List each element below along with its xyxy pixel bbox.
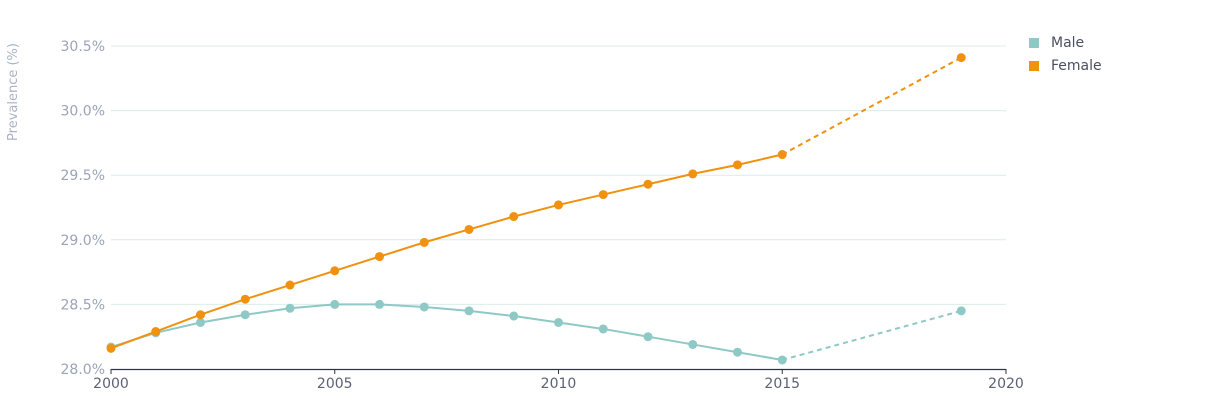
- x-tick-label: 2020: [988, 376, 1024, 392]
- data-point[interactable]: [777, 355, 787, 365]
- legend-item-male[interactable]: Male: [1029, 35, 1084, 51]
- y-tick-label: 28.5%: [61, 297, 105, 313]
- y-tick-label: 29.0%: [61, 233, 105, 249]
- series-female: [106, 53, 966, 353]
- data-point[interactable]: [554, 317, 563, 327]
- legend-item-female[interactable]: Female: [1029, 58, 1102, 74]
- data-point[interactable]: [688, 339, 698, 349]
- data-point-projected[interactable]: [956, 306, 966, 316]
- legend-swatch: [1029, 38, 1039, 48]
- data-point[interactable]: [509, 212, 519, 222]
- series-line-solid: [110, 153, 784, 350]
- series-lines: [106, 53, 966, 365]
- legend[interactable]: Male Female: [1029, 35, 1102, 74]
- legend-label: Male: [1051, 35, 1084, 51]
- data-point[interactable]: [106, 343, 116, 353]
- data-point[interactable]: [285, 303, 295, 313]
- data-point[interactable]: [464, 224, 474, 234]
- data-point[interactable]: [554, 200, 563, 210]
- data-point[interactable]: [151, 327, 161, 337]
- data-point[interactable]: [419, 302, 429, 312]
- x-tick-label: 2015: [764, 376, 800, 392]
- data-point[interactable]: [419, 237, 429, 247]
- data-point[interactable]: [733, 347, 742, 357]
- y-tick-label: 28.0%: [61, 362, 105, 378]
- data-point[interactable]: [777, 150, 787, 160]
- grid-lines: [111, 45, 1006, 305]
- data-point[interactable]: [285, 280, 295, 290]
- data-point-projected[interactable]: [956, 53, 966, 63]
- legend-label: Female: [1051, 58, 1102, 74]
- data-point[interactable]: [240, 294, 250, 304]
- y-tick-label: 29.5%: [61, 168, 105, 184]
- y-tick-label: 30.0%: [61, 104, 105, 120]
- data-point[interactable]: [330, 299, 340, 309]
- x-axis: [110, 368, 1007, 374]
- data-point[interactable]: [196, 310, 205, 320]
- y-tick-label: 30.5%: [61, 39, 105, 55]
- x-tick-label: 2000: [93, 376, 129, 392]
- data-point[interactable]: [598, 190, 608, 200]
- data-point[interactable]: [598, 324, 608, 334]
- data-point[interactable]: [375, 299, 384, 309]
- legend-swatch: [1029, 61, 1039, 71]
- x-axis-tick-labels: 2000 2005 2010 2015 2020: [93, 376, 1024, 392]
- data-point[interactable]: [464, 306, 474, 316]
- data-point[interactable]: [643, 332, 653, 342]
- series-line-solid: [110, 303, 784, 361]
- data-point[interactable]: [509, 311, 519, 321]
- data-point[interactable]: [330, 266, 340, 276]
- data-point[interactable]: [643, 179, 653, 189]
- y-axis-tick-labels: 28.0% 28.5% 29.0% 29.5% 30.0% 30.5%: [61, 39, 105, 378]
- series-line-projected: [781, 309, 962, 361]
- data-point[interactable]: [196, 317, 205, 327]
- data-point[interactable]: [733, 160, 742, 170]
- data-point[interactable]: [375, 252, 384, 262]
- x-tick-label: 2010: [541, 376, 577, 392]
- data-point[interactable]: [240, 310, 250, 320]
- series-male: [106, 299, 966, 365]
- data-point[interactable]: [688, 169, 698, 179]
- series-line-projected: [781, 56, 962, 156]
- y-axis-title: Prevalence (%): [6, 43, 21, 141]
- x-tick-label: 2005: [317, 376, 353, 392]
